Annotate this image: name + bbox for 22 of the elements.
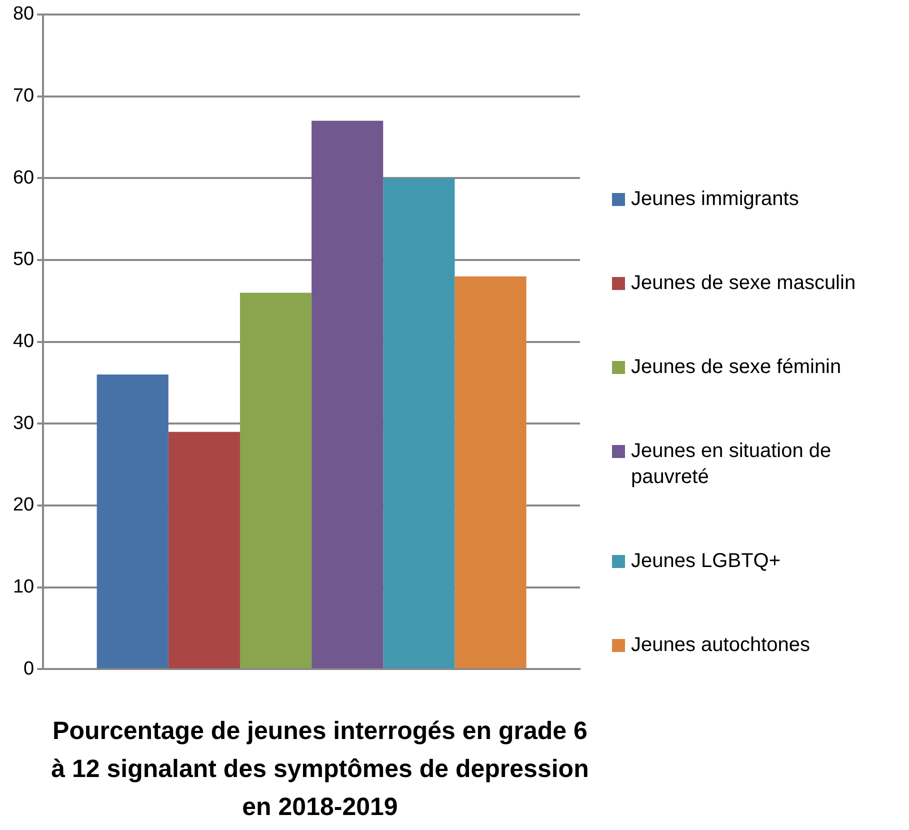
- bar: [312, 120, 384, 668]
- legend-label: Jeunes autochtones: [631, 633, 810, 658]
- legend-label: Jeunes immigrants: [631, 187, 799, 212]
- y-tick-label: 80: [12, 4, 34, 25]
- legend-label: Jeunes LGBTQ+: [631, 549, 781, 574]
- y-tick-label: 30: [12, 412, 34, 434]
- legend-label: Jeunes de sexe masculin: [631, 271, 856, 296]
- bar: [168, 432, 240, 668]
- y-tick-label: 50: [12, 249, 34, 270]
- y-tick-label: 20: [12, 494, 34, 516]
- legend-label: Jeunes en situation de pauvreté: [631, 439, 832, 490]
- bar: [240, 292, 312, 668]
- text: Pourcentage de jeunes interrogés en grade 6 à 12 signalant des symptômes de depression en 2018-2019: [50, 716, 590, 823]
- y-tick-label: 40: [12, 331, 34, 352]
- bar: [454, 276, 526, 668]
- y-tick-label: 0: [24, 658, 34, 680]
- bar: [96, 374, 168, 668]
- y-tick-label: 60: [12, 167, 34, 188]
- y-tick-label: 10: [12, 576, 34, 598]
- bar: [383, 178, 455, 668]
- legend-label: Jeunes de sexe féminin: [631, 355, 842, 380]
- y-tick-label: 70: [12, 85, 34, 106]
